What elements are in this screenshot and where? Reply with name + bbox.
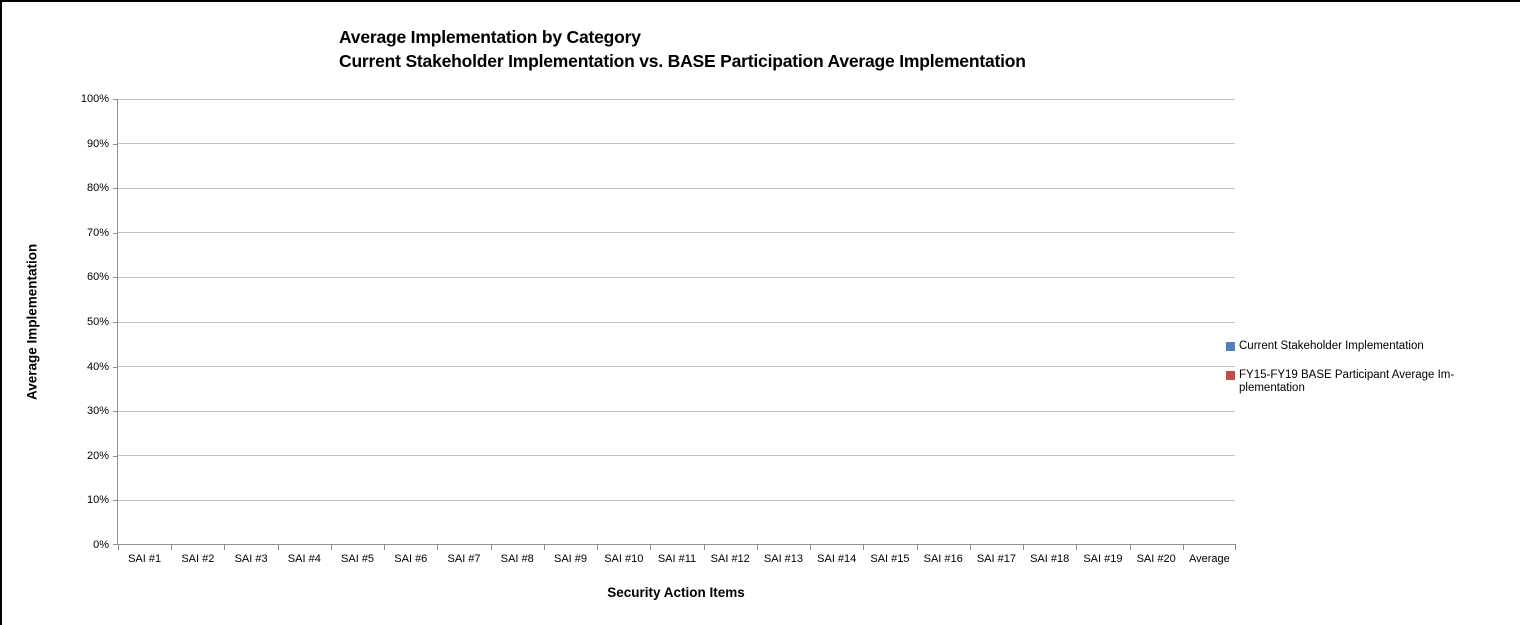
x-tick-mark [384,544,385,550]
gridline [118,410,1235,412]
legend-swatch-icon [1226,342,1235,351]
x-category-label: SAI #19 [1083,553,1123,565]
x-tick-mark [118,544,119,550]
x-tick-mark [704,544,705,550]
x-category-label: SAI #15 [870,553,910,565]
x-category-label: SAI #6 [394,553,428,565]
x-category-label: SAI #5 [341,553,375,565]
y-tick-mark [113,544,118,545]
y-tick-label: 40% [86,360,109,373]
x-tick-mark [970,544,971,550]
x-category-label: SAI #16 [923,553,963,565]
x-tick-mark [1235,544,1236,550]
x-category-label: SAI #4 [287,553,321,565]
x-category-label: SAI #9 [553,553,588,565]
chart-title-block: Average Implementation by Category Curre… [339,25,1026,73]
legend-label: Current Stakeholder Implementation [1239,340,1424,352]
x-category-label: SAI #2 [181,553,215,565]
y-tick-label: 0% [93,539,109,551]
chart-subtitle: Current Stakeholder Implementation vs. B… [339,51,1026,71]
legend-item: Current Stakeholder Implementation [1226,340,1466,353]
y-tick-label: 70% [86,226,109,239]
x-tick-mark [437,544,438,550]
y-tick-label: 30% [86,405,109,418]
y-tick-mark [113,143,118,145]
gridline [118,99,1235,100]
y-tick-label: 10% [86,494,109,507]
y-tick-label: 20% [86,449,109,462]
x-category-label: Average [1188,553,1230,565]
x-category-label: SAI #18 [1030,553,1070,565]
y-tick-label: 60% [86,271,109,284]
x-category-label: SAI #8 [500,553,534,565]
gridline [118,276,1235,278]
y-tick-mark [113,99,118,100]
x-tick-mark [1183,544,1184,550]
x-category-label: SAI #14 [817,553,857,565]
y-tick-mark [113,366,118,368]
y-axis-title: Average Implementation [24,243,40,401]
chart-title: Average Implementation by Category [339,27,641,47]
y-tick-label: 80% [86,182,109,195]
x-category-label: SAI #17 [976,553,1016,565]
x-axis-title: Security Action Items [607,585,745,600]
y-tick-label: 100% [80,93,109,105]
x-tick-mark [757,544,758,550]
x-tick-mark [650,544,651,550]
gridline [118,321,1235,323]
x-tick-mark [1076,544,1077,550]
x-category-label: SAI #12 [710,553,750,565]
gridline [118,455,1235,457]
y-tick-mark [113,411,118,413]
gridline [118,232,1235,234]
gridline [118,187,1235,189]
x-tick-mark [278,544,279,550]
x-tick-mark [917,544,918,550]
gridline [118,499,1235,501]
y-tick-label: 90% [86,137,109,150]
x-tick-mark [1130,544,1131,550]
x-tick-mark [224,544,225,550]
x-tick-mark [331,544,332,550]
y-tick-mark [113,232,118,234]
gridline [118,366,1235,368]
gridline [118,143,1235,145]
x-tick-mark [1023,544,1024,550]
x-tick-mark [171,544,172,550]
x-category-label: SAI #13 [763,553,804,565]
legend-item: FY15-FY19 BASE Participant Average Im- p… [1226,369,1466,395]
x-category-label: SAI #3 [234,553,268,565]
x-category-label: SAI #10 [604,553,644,565]
x-tick-mark [863,544,864,550]
x-tick-mark [491,544,492,550]
x-tick-mark [810,544,811,550]
y-tick-mark [113,322,118,323]
y-tick-mark [113,188,118,190]
y-tick-mark [113,455,118,457]
plot-area: 0% 10% 20% 30% 40% 50% 60% 70% 80% 90% 100% SAI #1 S… [81,93,1236,565]
x-category-label: SAI #11 [657,553,697,565]
x-tick-mark [544,544,545,550]
x-category-label: SAI #1 [128,553,162,565]
legend-swatch-icon [1226,371,1235,380]
y-tick-label: 50% [86,316,109,328]
x-category-label: SAI #20 [1136,553,1176,565]
legend: Current Stakeholder Implementation FY15-F… [1226,340,1466,411]
x-tick-mark [597,544,598,550]
y-tick-mark [113,500,118,502]
legend-label: FY15-FY19 BASE Participant Average Im- p… [1239,369,1455,394]
y-tick-mark [113,277,118,279]
x-category-label: SAI #7 [447,553,481,565]
